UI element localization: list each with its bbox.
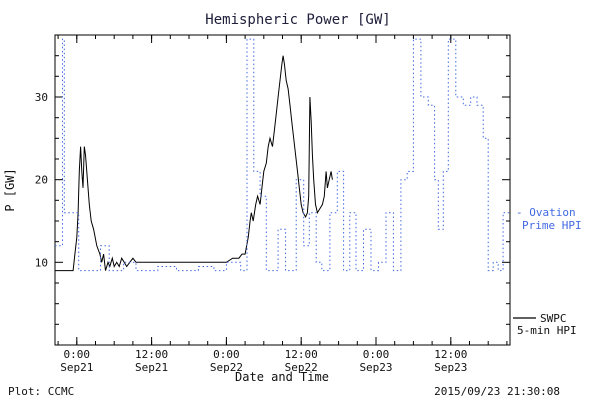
- x-tick-label-date: Sep22: [210, 361, 243, 374]
- ovation-series-line: [55, 38, 510, 272]
- x-tick-label-date: Sep21: [60, 361, 93, 374]
- swpc-series-line: [55, 55, 333, 272]
- legend-swpc-line1: SWPC: [540, 312, 567, 325]
- x-tick-label-time: 0:00: [64, 348, 91, 361]
- x-tick-label-time: 0:00: [363, 348, 390, 361]
- footer-timestamp: 2015/09/23 21:30:08: [434, 385, 560, 398]
- x-axis-label: Date and Time: [235, 370, 329, 384]
- axis-ticks: 0:00Sep2112:00Sep210:00Sep2212:00Sep220:…: [35, 35, 510, 374]
- x-tick-label-date: Sep21: [135, 361, 168, 374]
- legend-ovation-line1: - Ovation: [516, 206, 576, 219]
- y-tick-label: 30: [35, 91, 48, 104]
- y-axis-label: P [GW]: [3, 168, 17, 211]
- x-tick-label-date: Sep22: [285, 361, 318, 374]
- x-tick-label-date: Sep23: [359, 361, 392, 374]
- y-tick-label: 20: [35, 174, 48, 187]
- chart-title: Hemispheric Power [GW]: [205, 12, 390, 28]
- x-tick-label-time: 12:00: [135, 348, 168, 361]
- x-tick-label-time: 12:00: [434, 348, 467, 361]
- x-tick-label-time: 0:00: [213, 348, 240, 361]
- x-tick-label-time: 12:00: [285, 348, 318, 361]
- legend-ovation-line2: Prime HPI: [522, 219, 582, 232]
- legend-swpc-line2: 5-min HPI: [517, 324, 577, 337]
- plot-border: [54, 34, 511, 346]
- footer-plot-source: Plot: CCMC: [8, 385, 74, 398]
- x-tick-label-date: Sep23: [434, 361, 467, 374]
- y-tick-label: 10: [35, 256, 48, 269]
- data-series: [55, 38, 510, 272]
